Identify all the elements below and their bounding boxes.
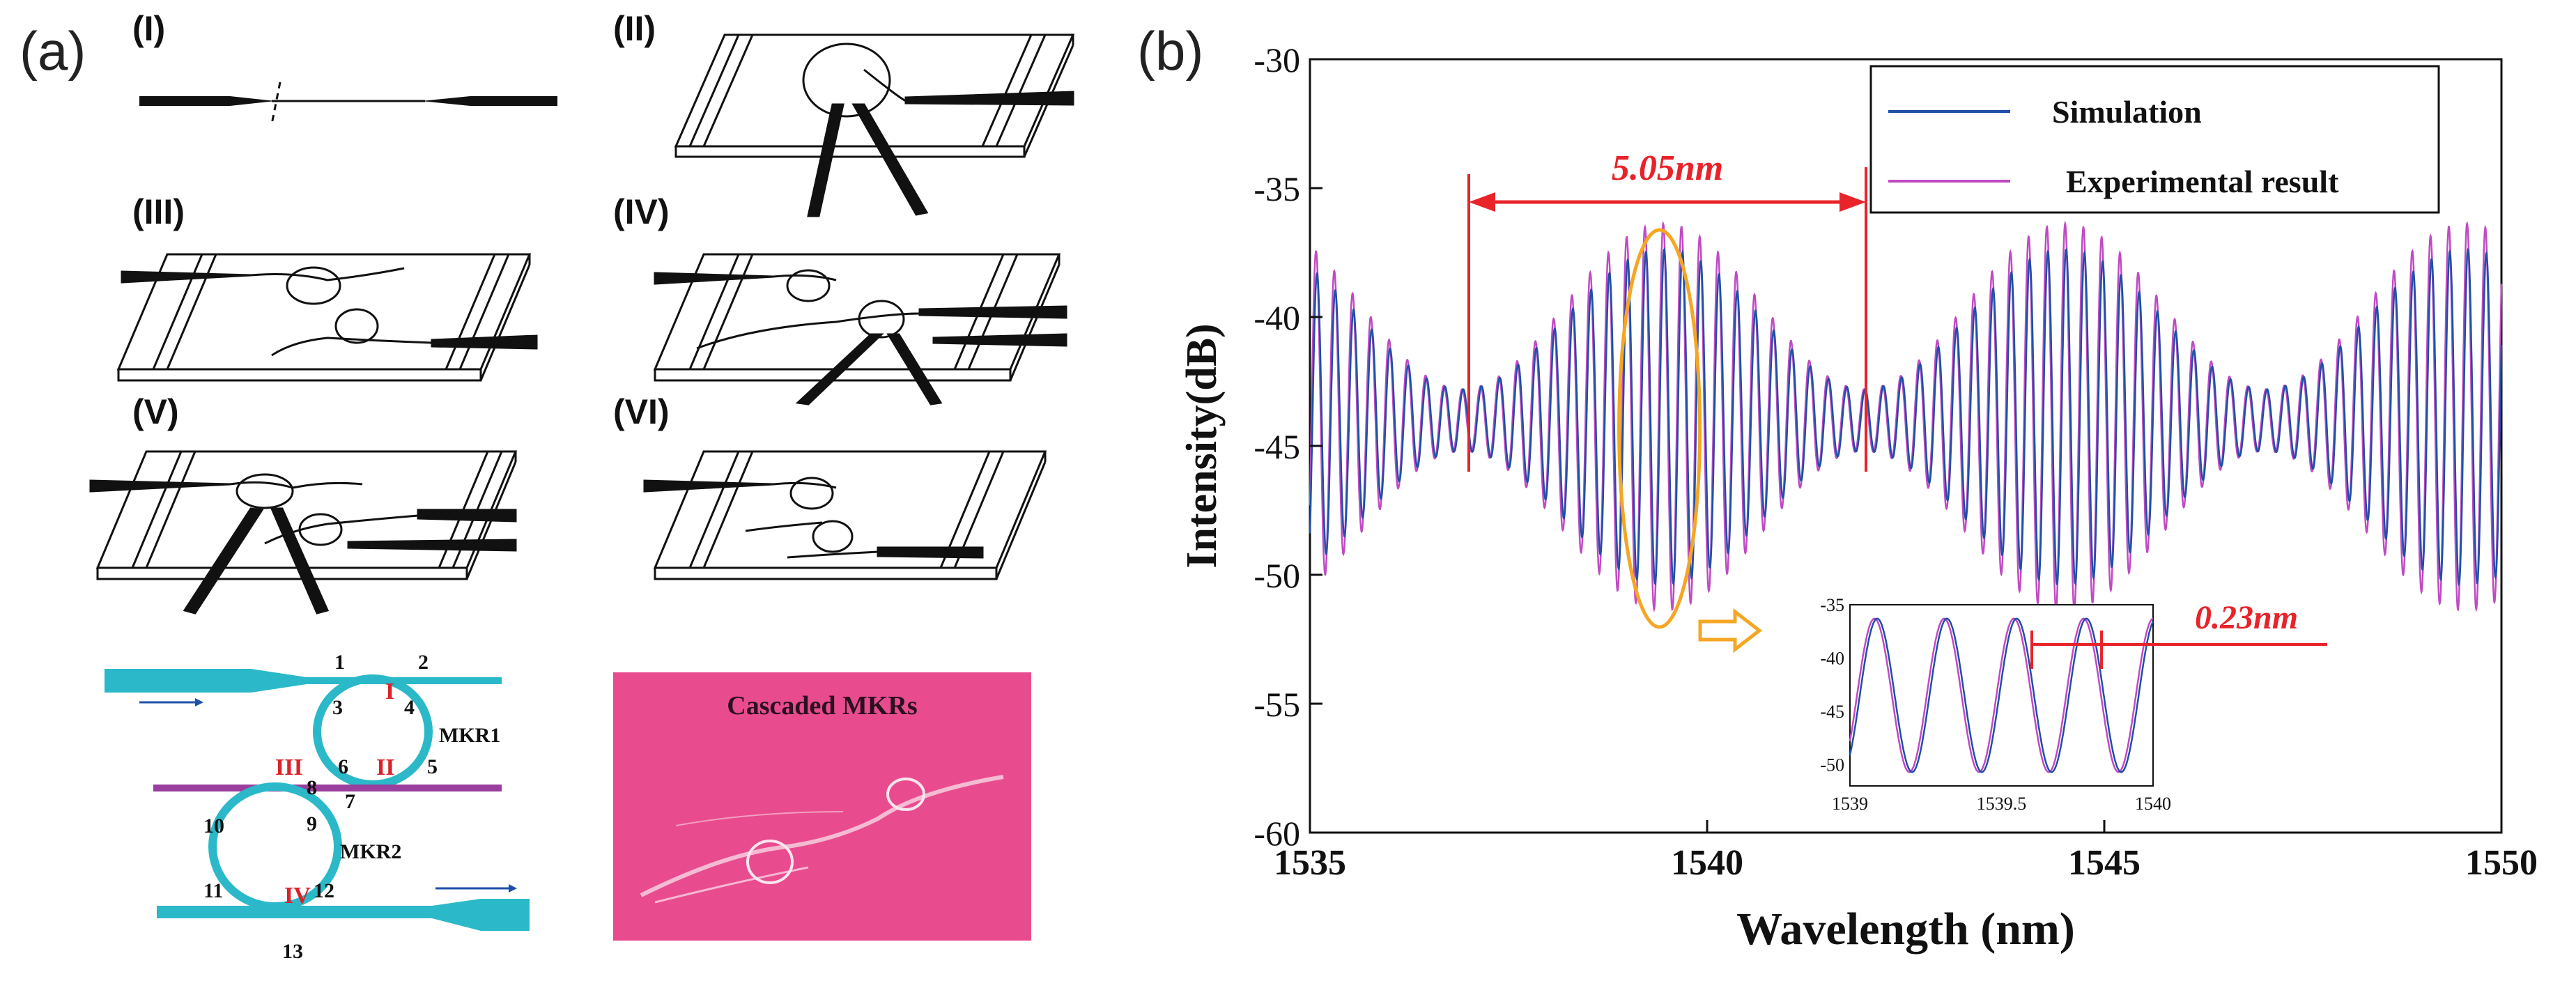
inset-x-tick-label: 1539.5 [1977,794,2027,814]
ring-node-number: 5 [427,755,438,778]
output-fiber [157,899,530,931]
inset-y-tick-label: -40 [1820,648,1844,668]
fsr-label: 5.05nm [1612,148,1723,188]
inset-series-simulation [1849,617,2154,773]
glass-slide-step-6 [643,450,1047,580]
inset-y-tick-label: -35 [1820,595,1844,615]
ring-node-number: 3 [332,696,343,719]
inset-x-tick-label: 1540 [2135,794,2171,814]
series-experimental [1309,220,2503,612]
y-tick-label: -35 [1254,169,1300,208]
ring-node-number: 2 [418,651,429,674]
ring-node-number: 10 [203,814,224,837]
coupling-point-mark: I [385,679,394,704]
coupling-point-mark: III [275,755,303,780]
ring-node-number: 6 [338,755,348,778]
legend-label: Simulation [2052,94,2202,130]
y-tick-label: -45 [1254,427,1300,466]
step-label-6: (VI) [613,392,670,431]
step-label-1: (I) [132,9,166,48]
y-tick-label: -55 [1254,685,1300,724]
y-tick-label: -60 [1254,814,1300,853]
middle-fiber [153,785,502,791]
y-tick-label: -50 [1254,556,1300,595]
series-simulation [1309,247,2503,587]
legend-label: Experimental result [2066,164,2339,199]
panel-a-label: (a) [20,20,86,82]
inset-x-tick-label: 1539 [1832,794,1868,814]
fsr-annotation: 5.05nm [1467,148,1867,472]
x-tick-label: 1545 [2068,843,2141,883]
step-label-5: (V) [132,392,179,431]
ring-node-number: 1 [334,651,345,674]
inset-y-tick-label: -50 [1820,755,1844,775]
ring-node-number: 12 [314,879,334,902]
legend: Simulation Experimental result [1869,65,2440,214]
inset-chart: -35 -40 -45 -50 1539 1539.5 1540 0.23nm [1820,595,2327,814]
y-tick-label: -30 [1254,40,1300,79]
highlight-ellipse [1617,228,1702,629]
zoom-arrow [1698,608,1763,654]
inset-y-tick-label: -45 [1820,702,1844,722]
ring-node-number: 11 [203,879,223,902]
x-tick-label: 1535 [1274,843,1346,883]
mkr1-label: MKR1 [439,724,500,747]
inset-series-experimental [1849,617,2154,773]
glass-slide-step-5 [89,450,518,615]
mkr2-label: MKR2 [340,840,401,863]
glass-slide-step-2 [674,33,1075,217]
photo-caption: Cascaded MKRs [727,691,918,720]
coupling-point-mark: II [376,755,394,780]
y-tick-label: -40 [1254,298,1300,337]
glass-slide-step-3 [116,253,538,382]
input-fiber [105,669,502,693]
step-label-3: (III) [132,192,185,231]
cascaded-mkrs-photo: Cascaded MKRs [613,672,1031,941]
y-axis-label: Intensity(dB) [1178,323,1226,568]
ring-node-number: 4 [404,696,415,719]
ring-node-number: 8 [307,776,317,799]
x-tick-label: 1540 [1671,843,1743,883]
glass-slide-step-4 [653,253,1067,405]
ring-node-number: 7 [345,790,355,813]
step-label-2: (II) [613,9,656,48]
ring-node-number: 13 [282,940,303,963]
panel-b-label: (b) [1137,20,1204,82]
step-label-4: (IV) [613,192,670,231]
cascaded-ring-diagram [105,669,530,931]
coupling-point-mark: IV [284,883,311,909]
ring-node-number: 9 [307,812,317,835]
tapered-fiber-drawing [139,82,557,125]
inset-period-label: 0.23nm [2195,599,2298,636]
x-axis-label: Wavelength (nm) [1736,904,2075,955]
x-tick-label: 1550 [2465,843,2538,883]
